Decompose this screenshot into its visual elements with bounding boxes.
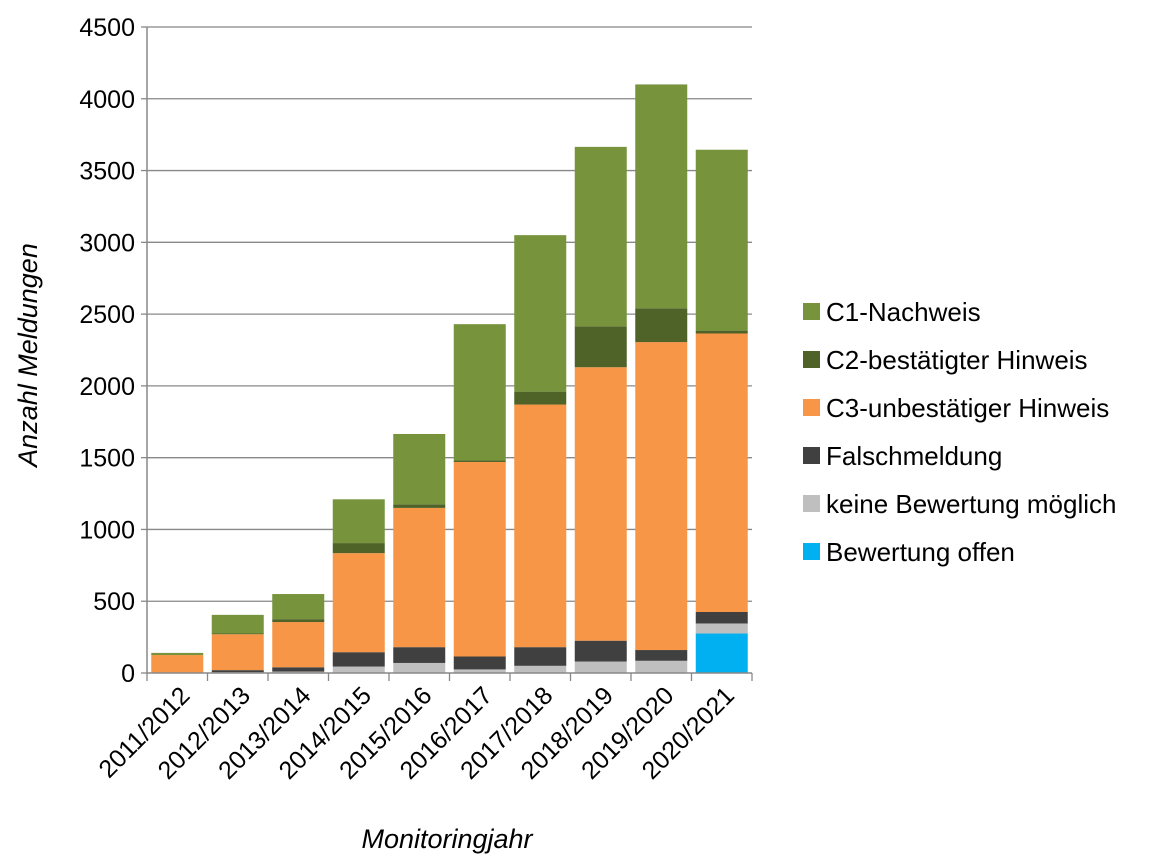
bar-segment (514, 391, 567, 405)
bar-segment (332, 666, 385, 673)
y-tick-label: 500 (93, 588, 135, 616)
bar-segment (332, 499, 385, 544)
bar-segment (514, 404, 567, 648)
bar-segment (574, 661, 627, 673)
bar-segment (695, 623, 748, 634)
bar-segment (695, 633, 748, 673)
bar-segment (635, 650, 688, 661)
legend-swatch (803, 351, 820, 368)
bar-segment (574, 640, 627, 662)
bar-segment (695, 611, 748, 624)
bar-segment (453, 324, 506, 461)
bar-segment (332, 553, 385, 653)
legend-swatch (803, 495, 820, 512)
legend-swatch (803, 399, 820, 416)
axes (146, 27, 752, 674)
bar-segment (514, 665, 567, 673)
bar-segment (272, 667, 325, 672)
bar-segment (393, 504, 446, 508)
legend-label: keine Bewertung möglich (826, 489, 1117, 519)
bar-segment (151, 652, 204, 656)
bar-segment (393, 507, 446, 648)
bar-segment (453, 669, 506, 673)
bar-segment (211, 633, 264, 635)
bar-segment (332, 652, 385, 667)
y-tick-label: 3500 (79, 158, 135, 186)
bar-segment (272, 622, 325, 668)
bar-segment (151, 655, 204, 673)
bar-segment (272, 619, 325, 623)
bar-segment (695, 149, 748, 331)
x-axis-title: Monitoringjahr (361, 824, 533, 854)
y-tick-label: 4500 (79, 14, 135, 42)
y-tick-label: 4000 (79, 86, 135, 114)
bar-segment (211, 670, 264, 673)
y-tick-label: 0 (121, 660, 135, 688)
bar-segment (453, 656, 506, 670)
bar-segment (635, 84, 688, 309)
bar-segment (332, 543, 385, 554)
legend-label: Falschmeldung (826, 441, 1002, 471)
bar-segment (453, 460, 506, 462)
bar-segment (211, 614, 264, 634)
bar-segment (635, 308, 688, 343)
bar-segment (574, 367, 627, 641)
bar-segment (393, 647, 446, 663)
bar-segment (453, 461, 506, 657)
x-tick-labels: 2011/20122012/20132013/20142014/20152015… (93, 681, 740, 784)
y-tick-label: 1000 (79, 516, 135, 544)
bar-segment (695, 333, 748, 612)
legend: C1-Nachweis C2-bestätigter Hinweis C3-unbe… (803, 297, 1117, 567)
legend-swatch (803, 447, 820, 464)
bar-segment (514, 647, 567, 666)
legend-label: C1-Nachweis (826, 297, 981, 327)
bar-segment (393, 662, 446, 673)
y-tick-label: 2500 (79, 301, 135, 329)
bar-segment (393, 433, 446, 505)
y-tick-label: 2000 (79, 373, 135, 401)
legend-label: C2-bestätigter Hinweis (826, 345, 1088, 375)
bar-segment (574, 326, 627, 368)
y-tick-label: 1500 (79, 445, 135, 473)
bar-segment (695, 330, 748, 334)
y-tick-labels: 0 500 1000 1500 2000 2500 3000 3500 4000 4500 (79, 14, 135, 688)
bar-segment (635, 342, 688, 651)
bar-segment (272, 594, 325, 620)
bar-segment (574, 146, 627, 327)
bar-segment (514, 235, 567, 392)
bar-segment (635, 660, 688, 673)
y-tick-label: 3000 (79, 229, 135, 257)
legend-swatch (803, 543, 820, 560)
bar-segment (211, 634, 264, 671)
bars (151, 84, 748, 673)
y-axis-title: Anzahl Meldungen (13, 243, 43, 469)
legend-swatch (803, 303, 820, 320)
legend-label: C3-unbestätiger Hinweis (826, 393, 1109, 423)
legend-label: Bewertung offen (826, 537, 1015, 567)
